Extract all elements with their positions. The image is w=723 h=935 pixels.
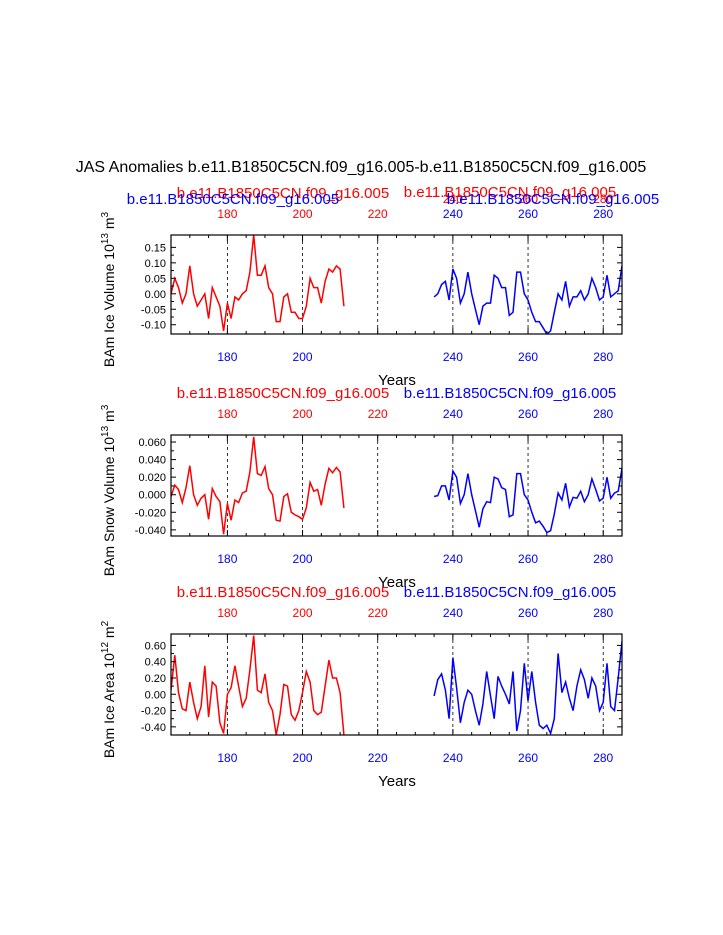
top-tick-label: 200 [293, 407, 313, 421]
top-tick-label: 220 [368, 207, 388, 221]
bottom-tick-label: 220 [368, 751, 388, 765]
y-tick-label: -0.05 [141, 304, 166, 316]
series-line-red [171, 635, 345, 735]
bottom-tick-label: 240 [443, 350, 463, 364]
x-axis-label: Years [378, 773, 416, 790]
bottom-tick-label: 200 [293, 751, 313, 765]
top-tick-label: 240 [443, 207, 463, 221]
top-tick-label: 240 [443, 606, 463, 620]
case-label: b.e11.B1850C5CN.f09_g16.005 [177, 185, 389, 202]
top-tick-label: 260 [518, 407, 538, 421]
top-tick-label: 220 [368, 606, 388, 620]
top-tick-label: 280 [593, 207, 613, 221]
y-tick-label: -0.20 [141, 706, 166, 718]
y-tick-label: 0.15 [145, 242, 166, 254]
bottom-tick-label: 240 [443, 751, 463, 765]
top-tick-label: 180 [217, 606, 237, 620]
y-tick-label: 0.060 [138, 437, 166, 449]
bottom-tick-label: 280 [593, 350, 613, 364]
y-axis-label-part: BAm Ice Area 10 [101, 653, 117, 758]
y-tick-label: -0.040 [135, 525, 166, 537]
y-tick-label: 0.040 [138, 455, 166, 467]
y-tick-label: -0.020 [135, 507, 166, 519]
series-line-blue [433, 265, 622, 334]
top-tick-label: 260 [518, 207, 538, 221]
top-tick-label: 220 [368, 407, 388, 421]
top-tick-label: 280 [593, 606, 613, 620]
x-axis-label: Years [378, 574, 416, 591]
x-axis-label: Years [378, 372, 416, 389]
y-axis-label-part: BAm Snow Volume 10 [101, 437, 117, 577]
series-line-blue [433, 468, 622, 534]
y-tick-label: -0.40 [141, 722, 166, 734]
plot-frame [170, 434, 623, 537]
bottom-tick-label: 240 [443, 552, 463, 566]
bottom-tick-label: 200 [293, 552, 313, 566]
series-line-red [171, 235, 345, 332]
y-axis-label-part: 12 [100, 642, 111, 654]
y-tick-label: 0.05 [145, 273, 166, 285]
case-label: b.e11.B1850C5CN.f09_g16.005 [404, 584, 616, 601]
y-tick-label: 0.00 [145, 289, 166, 301]
top-tick-label: 180 [217, 407, 237, 421]
y-axis-label-part: 2 [100, 620, 111, 626]
top-tick-label: 200 [293, 606, 313, 620]
case-label: b.e11.B1850C5CN.f09_g16.005 [177, 584, 389, 601]
y-axis-label-part: 3 [100, 211, 111, 217]
y-tick-label: 0.00 [145, 689, 166, 701]
top-tick-label: 180 [217, 207, 237, 221]
top-tick-label: 240 [443, 407, 463, 421]
bottom-tick-label: 180 [217, 552, 237, 566]
bottom-tick-label: 260 [518, 350, 538, 364]
y-tick-label: 0.60 [145, 640, 166, 652]
bottom-tick-label: 280 [593, 751, 613, 765]
y-axis-label: BAm Ice Volume 1013 m3 [100, 211, 117, 367]
y-tick-label: 0.40 [145, 657, 166, 669]
bottom-tick-label: 200 [293, 350, 313, 364]
y-tick-label: -0.10 [141, 320, 166, 332]
bottom-tick-label: 180 [217, 350, 237, 364]
case-label: b.e11.B1850C5CN.f09_g16.005 [177, 385, 389, 402]
y-axis-label-part: 13 [100, 233, 111, 245]
case-label: b.e11.B1850C5CN.f09_g16.005 [404, 385, 616, 402]
y-axis-label-part: 13 [100, 425, 111, 437]
top-tick-label: 280 [593, 407, 613, 421]
top-tick-label: 260 [518, 606, 538, 620]
y-axis-label-part: m [101, 410, 117, 426]
y-axis-label-part: m [101, 626, 117, 642]
case-label: b.e11.B1850C5CN.f09_g16.005 [447, 191, 659, 208]
top-tick-label-overlap: 240 [443, 192, 463, 206]
top-tick-label-overlap: 280 [593, 192, 613, 206]
bottom-tick-label: 260 [518, 751, 538, 765]
top-tick-label-overlap: 260 [518, 192, 538, 206]
y-tick-label: 0.000 [138, 490, 166, 502]
y-axis-label: BAm Ice Area 1012 m2 [100, 620, 117, 758]
main-title: JAS Anomalies b.e11.B1850C5CN.f09_g16.00… [76, 159, 647, 176]
case-label: b.e11.B1850C5CN.f09_g16.005 [404, 184, 616, 201]
series-line-blue [433, 641, 622, 735]
y-tick-label: 0.020 [138, 472, 166, 484]
bottom-tick-label: 280 [593, 552, 613, 566]
y-axis-label-part: BAm Ice Volume 10 [101, 244, 117, 367]
y-axis-label-part: 3 [100, 404, 111, 410]
panel-ice-area: -0.40 -0.20 0.00 0.20 0.40 0.60 180 200 220 240 26… [100, 584, 623, 790]
plot-frame [170, 234, 623, 335]
case-label: b.e11.B1850C5CN.f09_g16.005 [127, 191, 339, 208]
y-axis-label: BAm Snow Volume 1013 m3 [100, 404, 117, 576]
panel-snow-volume: -0.040 -0.020 0.000 0.020 0.040 0.060 180 200 22… [100, 385, 623, 591]
bottom-tick-label: 260 [518, 552, 538, 566]
y-axis-label-part: m [101, 217, 117, 233]
top-tick-label: 200 [293, 207, 313, 221]
y-tick-label: 0.20 [145, 673, 166, 685]
y-tick-label: 0.10 [145, 258, 166, 270]
series-line-red [171, 436, 345, 535]
bottom-tick-label: 180 [217, 751, 237, 765]
